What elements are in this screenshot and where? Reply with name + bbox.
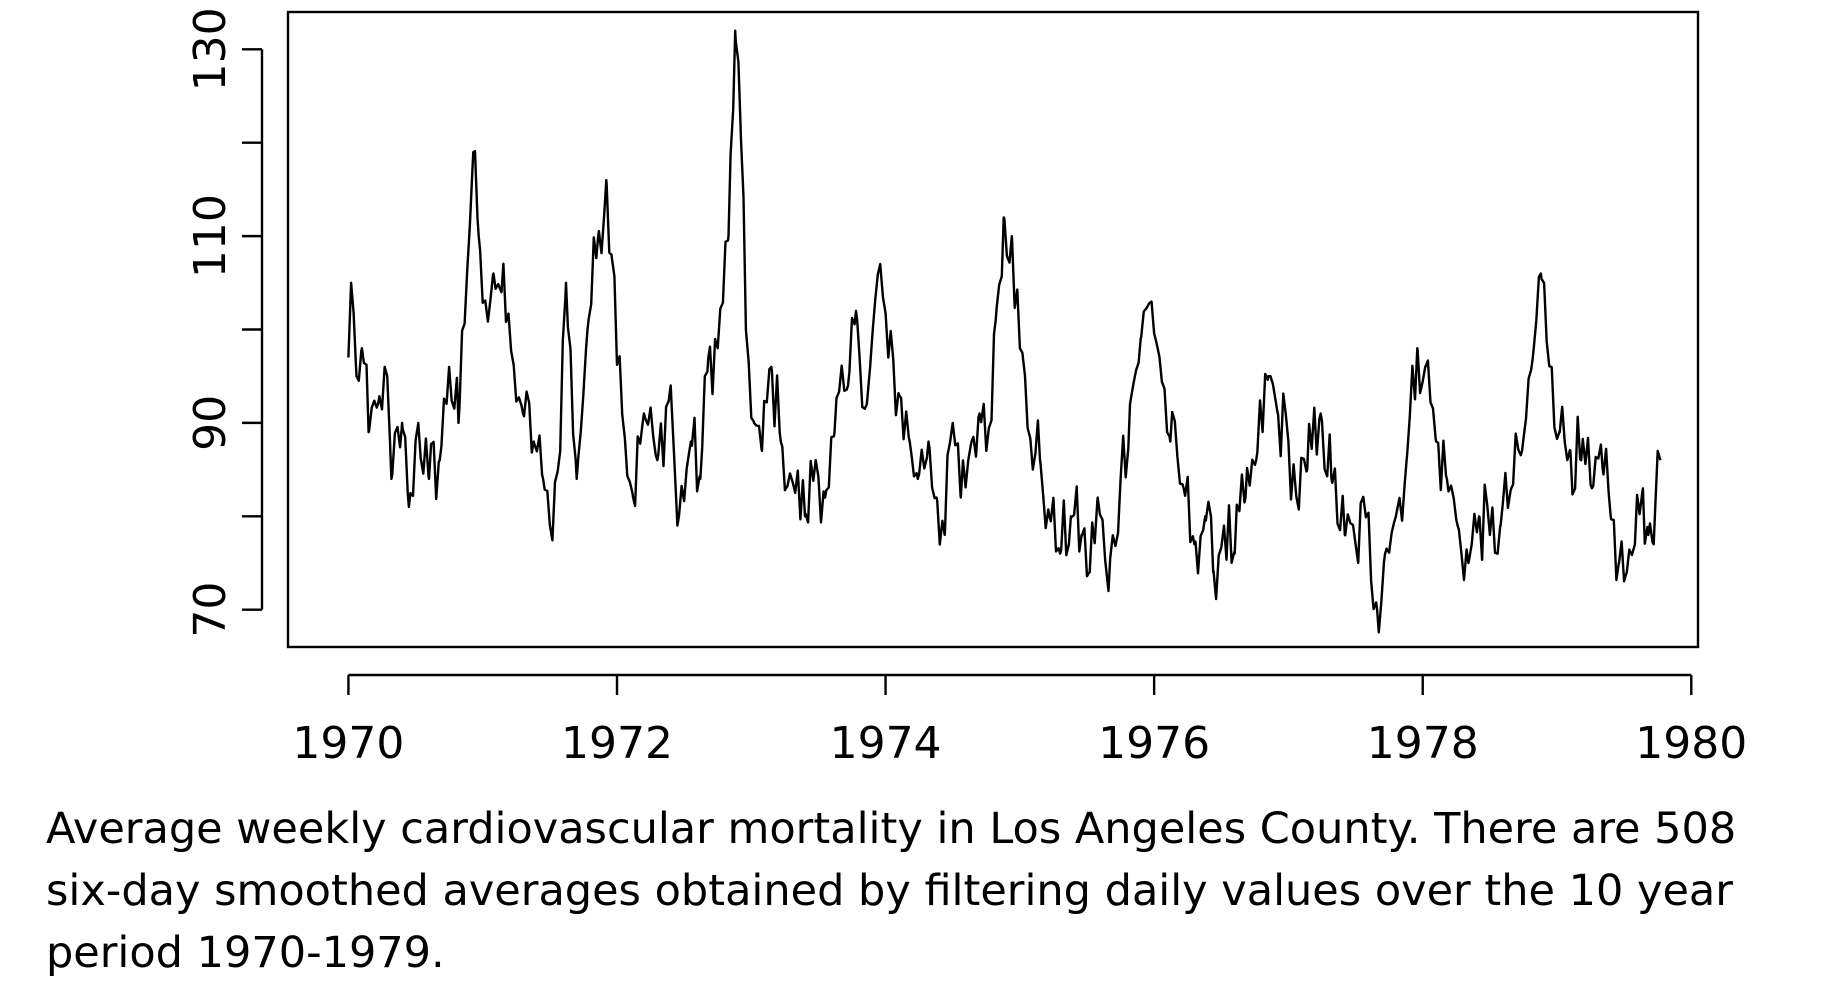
x-axis: 1970 1972 1974 1976 1978 1980: [292, 673, 1747, 769]
y-tick-label: 90: [185, 395, 236, 451]
series-layer: [347, 29, 1662, 634]
x-tick-label: 1980: [1635, 718, 1747, 769]
chart: 1970 1972 1974 1976 1978 1980 70 90 110 130: [185, 7, 1747, 769]
y-axis: 70 90 110 130: [185, 7, 264, 638]
x-tick-label: 1978: [1367, 718, 1479, 769]
figure-caption: Average weekly cardiovascular mortality …: [46, 804, 1737, 978]
y-tick-label: 70: [185, 582, 236, 638]
series-line-0: [347, 29, 1662, 634]
x-tick-label: 1970: [292, 718, 404, 769]
x-tick-label: 1972: [561, 718, 673, 769]
y-tick-label: 110: [185, 194, 236, 278]
y-tick-label: 130: [185, 7, 236, 91]
x-tick-label: 1974: [830, 718, 942, 769]
plot-frame: [286, 10, 1700, 649]
x-tick-label: 1976: [1098, 718, 1210, 769]
